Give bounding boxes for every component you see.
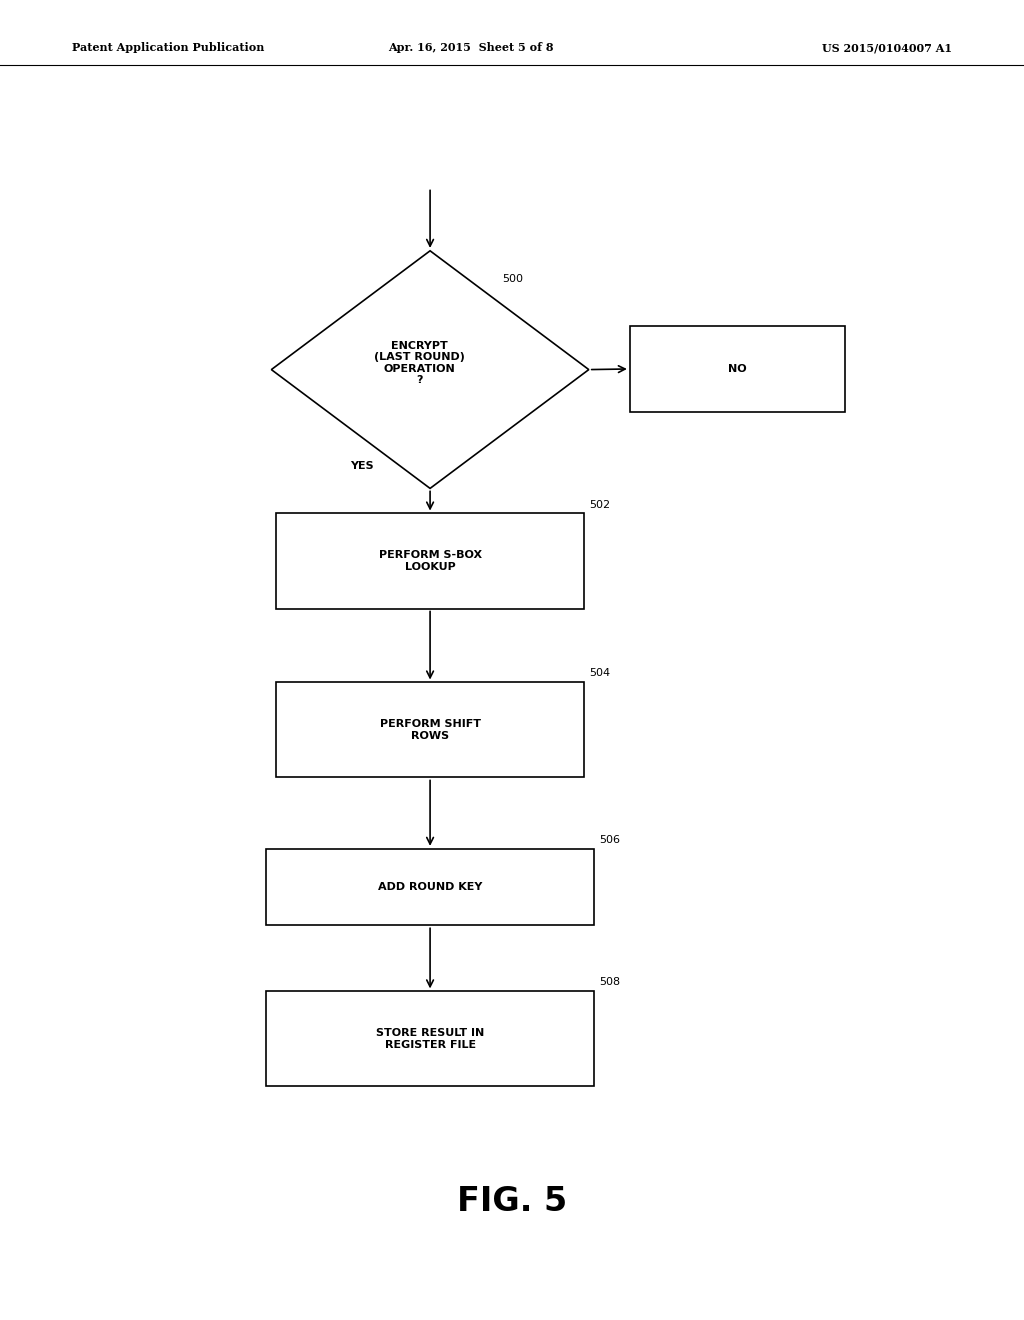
FancyBboxPatch shape [266,849,594,925]
FancyBboxPatch shape [276,682,584,777]
Polygon shape [271,251,589,488]
Text: 502: 502 [589,499,610,510]
Text: 500: 500 [502,273,523,284]
Text: PERFORM SHIFT
ROWS: PERFORM SHIFT ROWS [380,719,480,741]
Text: Patent Application Publication: Patent Application Publication [72,42,264,53]
Text: 508: 508 [599,977,621,987]
Text: 506: 506 [599,834,621,845]
Text: Apr. 16, 2015  Sheet 5 of 8: Apr. 16, 2015 Sheet 5 of 8 [388,42,554,53]
Text: ADD ROUND KEY: ADD ROUND KEY [378,882,482,892]
Text: FIG. 5: FIG. 5 [457,1185,567,1217]
Text: YES: YES [350,461,374,471]
FancyBboxPatch shape [630,326,845,412]
Text: NO: NO [728,364,746,374]
Text: ENCRYPT
(LAST ROUND)
OPERATION
?: ENCRYPT (LAST ROUND) OPERATION ? [375,341,465,385]
Text: PERFORM S-BOX
LOOKUP: PERFORM S-BOX LOOKUP [379,550,481,572]
FancyBboxPatch shape [276,513,584,609]
FancyBboxPatch shape [266,991,594,1086]
Text: STORE RESULT IN
REGISTER FILE: STORE RESULT IN REGISTER FILE [376,1028,484,1049]
Text: US 2015/0104007 A1: US 2015/0104007 A1 [822,42,952,53]
Text: 504: 504 [589,668,610,678]
